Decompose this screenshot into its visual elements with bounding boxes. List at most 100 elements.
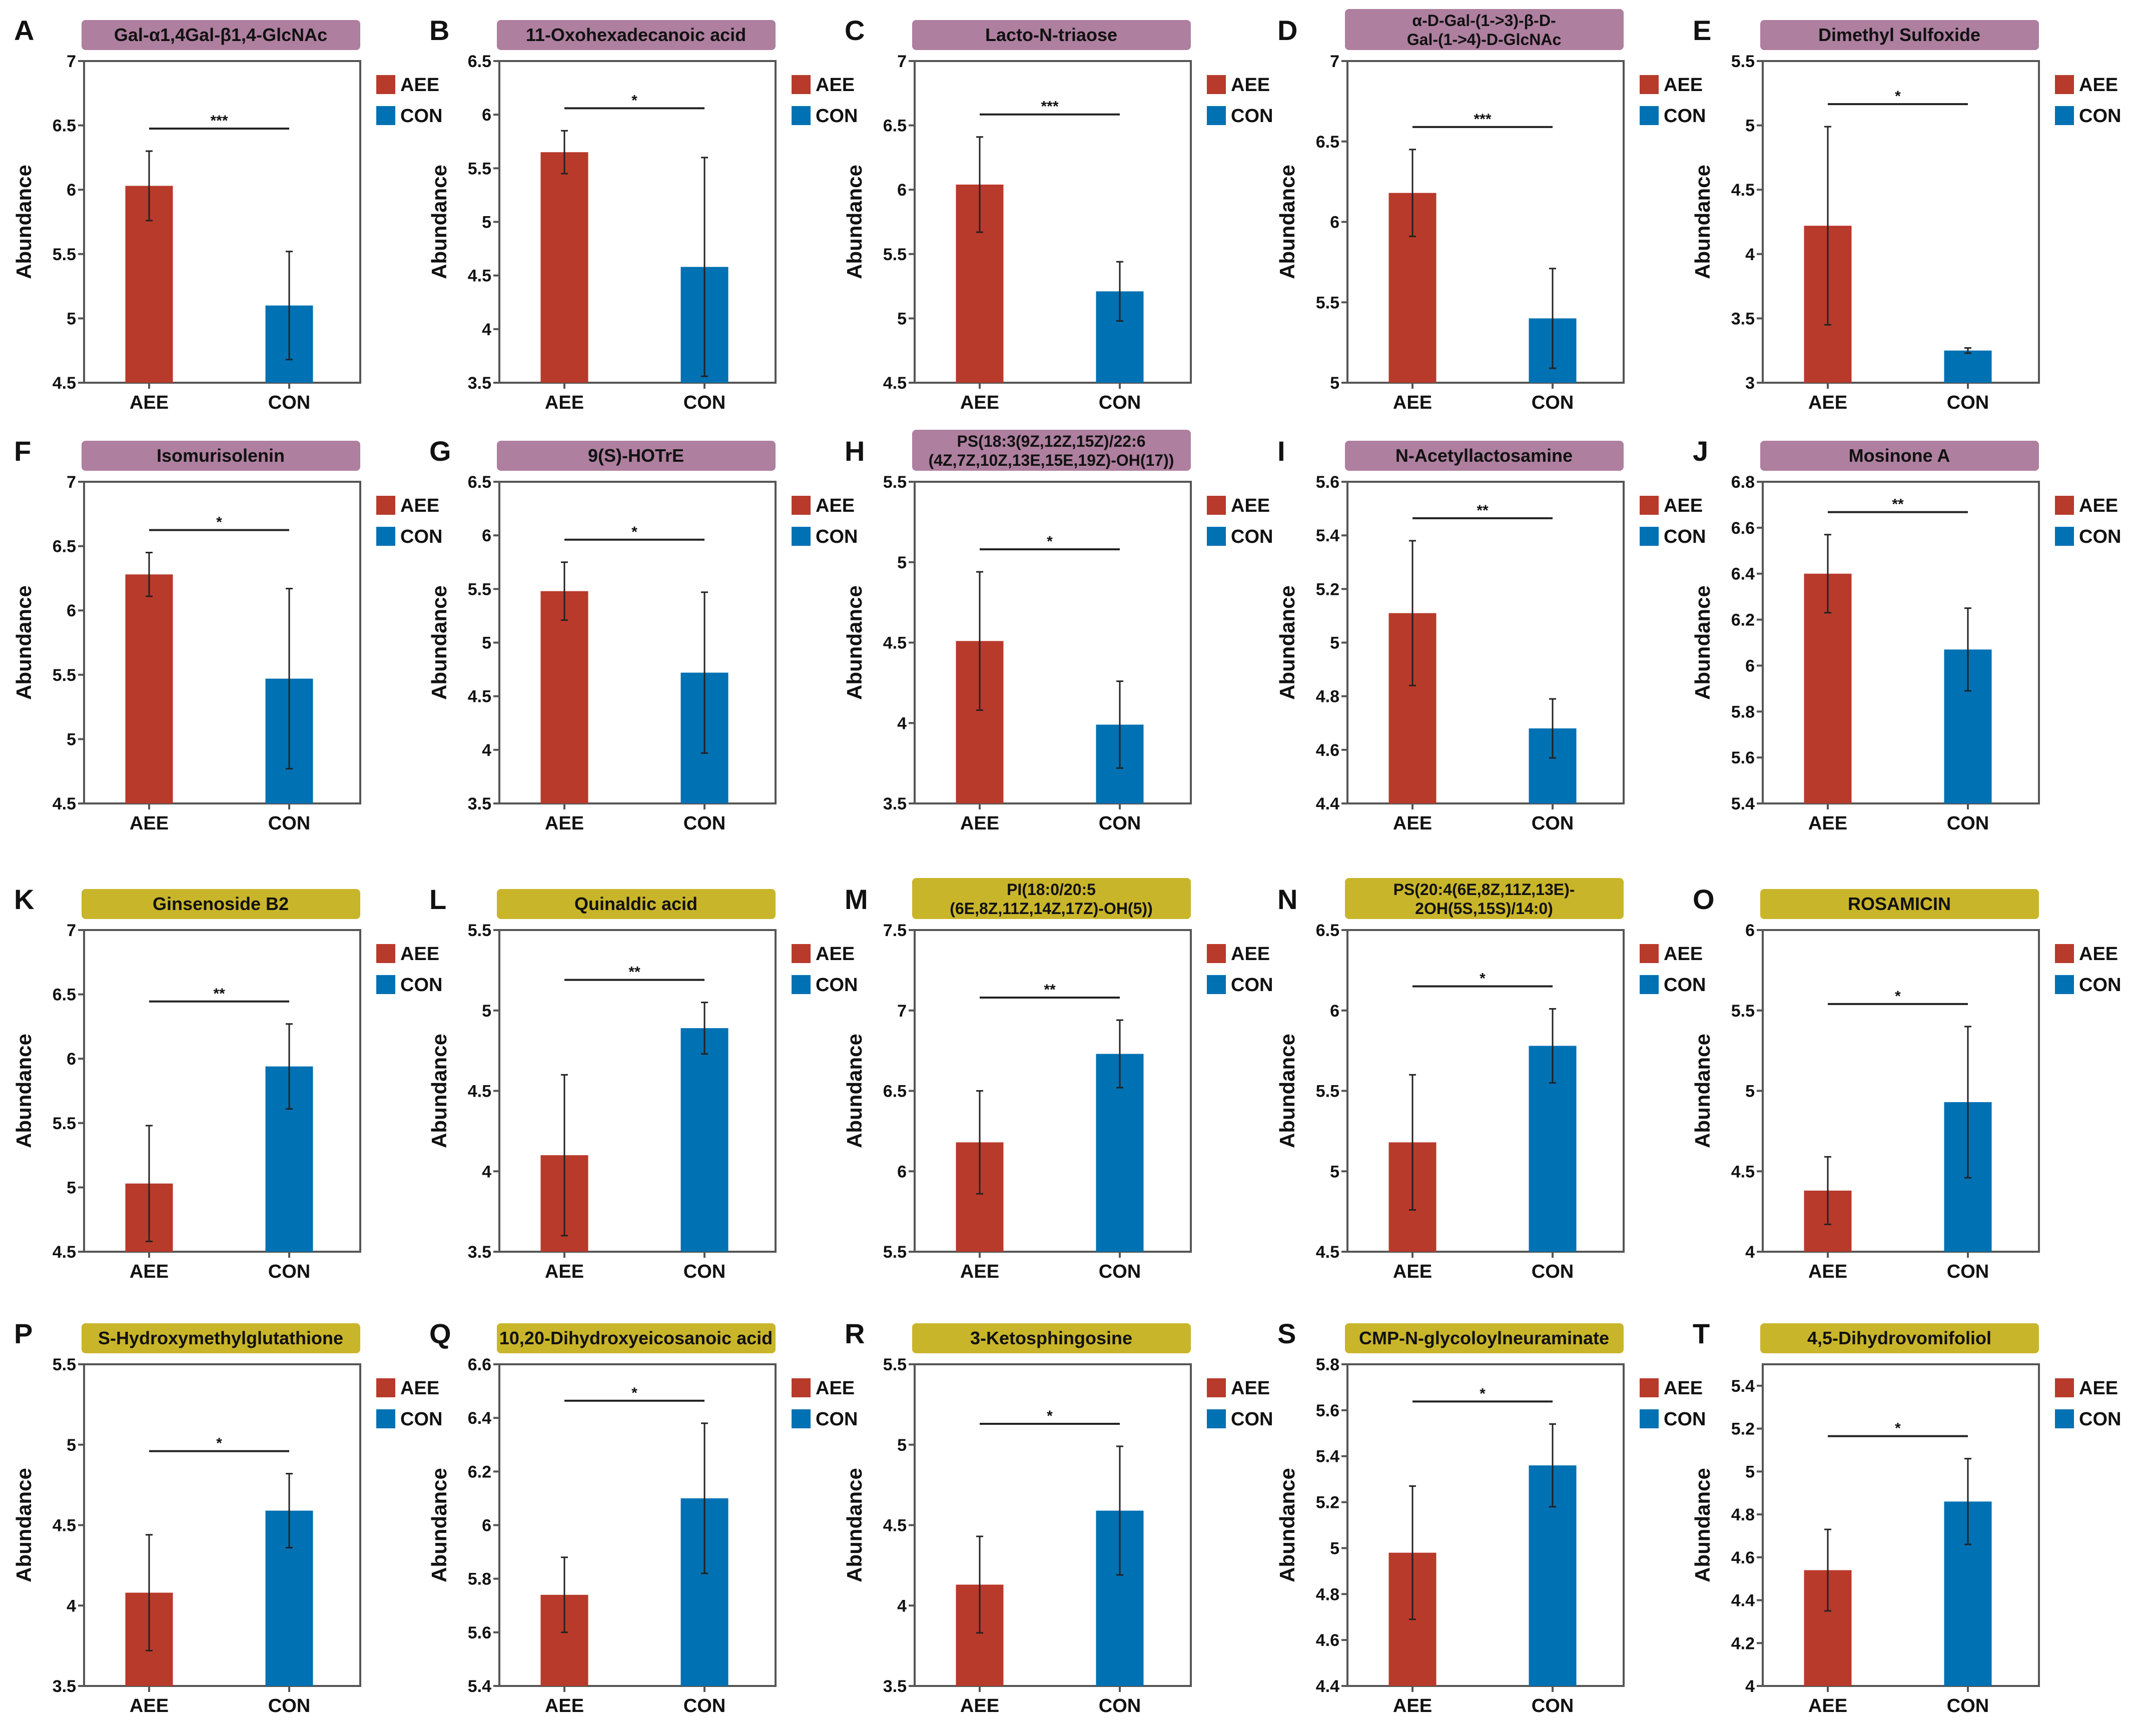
bar-chart: P S-Hydroxymethylglutathione 3.5 4 4.5 5 5.5 Ab…: [12, 1318, 442, 1716]
legend-label-con: CON: [400, 1409, 442, 1430]
chart-title: CMP-N-glycoloylneuraminate: [1359, 1328, 1609, 1348]
x-tick-label: AEE: [130, 1695, 169, 1716]
y-tick-label: 4.4: [1731, 1591, 1755, 1610]
y-tick-label: 4.5: [883, 1516, 907, 1535]
x-tick-label: CON: [1099, 1695, 1141, 1716]
panel-n: N PS(20:4(6E,8Z,11Z,13E)- 2OH(5S,15S)/14:0…: [1263, 869, 1706, 1299]
chart-title: ROSAMICIN: [1848, 894, 1951, 914]
legend-label-con: CON: [2079, 526, 2121, 547]
title-box: [1345, 1323, 1624, 1353]
y-tick-label: 4.8: [1316, 687, 1339, 706]
title-box: [497, 441, 776, 471]
legend-swatch-con: [2055, 975, 2074, 994]
x-tick-label: CON: [1532, 392, 1574, 413]
x-tick-label: AEE: [960, 392, 999, 413]
y-tick-label: 4.5: [883, 634, 907, 653]
chart-title: Mosinone A: [1849, 445, 1950, 466]
y-tick-label: 6.4: [468, 1409, 491, 1428]
y-tick-label: 7.5: [883, 921, 907, 940]
chart-title: (4Z,7Z,10Z,13E,15E,19Z)-OH(17)): [929, 451, 1174, 469]
significance-stars: **: [1044, 982, 1056, 998]
y-tick-label: 6: [1745, 921, 1755, 940]
bar-chart: H PS(18:3(9Z,12Z,15Z)/22:6(4Z,7Z,10Z,13E,…: [843, 430, 1273, 834]
x-tick-label: AEE: [130, 392, 169, 413]
plot-frame: [1762, 1363, 2040, 1687]
bar-chart: I N-Acetyllactosamine 4.4 4.6 4.8 5 5.2 5.4 5.6 A…: [1275, 435, 1706, 834]
legend-swatch-con: [1640, 527, 1659, 546]
plot-frame: [1762, 481, 2040, 804]
y-tick-label: 4: [897, 714, 907, 733]
panel-r: R 3-Ketosphingosine 3.5 4 4.5 5 5.5 Abundance AE…: [831, 1303, 1273, 1733]
y-tick-label: 5: [67, 730, 76, 749]
legend-swatch-aee: [1640, 1378, 1659, 1397]
y-tick-label: 5.4: [1316, 526, 1339, 545]
y-tick-label: 5: [67, 309, 76, 328]
y-tick-label: 5: [1745, 117, 1755, 136]
panel-m: M PI(18:0/20:5 (6E,8Z,11Z,14Z,17Z)-OH(5)) 5…: [831, 869, 1273, 1299]
legend-label-aee: AEE: [1231, 75, 1270, 96]
legend-label-con: CON: [1231, 1409, 1273, 1430]
legend-swatch-con: [376, 1409, 395, 1428]
x-tick-label: AEE: [1393, 1261, 1432, 1282]
legend-label-con: CON: [816, 1409, 858, 1430]
significance-stars: *: [1047, 1408, 1053, 1424]
y-tick-label: 6: [897, 181, 907, 200]
y-tick-label: 6.6: [1731, 519, 1755, 538]
chart-title: Gal-α1,4Gal-β1,4-GlcNAc: [114, 25, 327, 45]
x-tick-label: AEE: [1808, 813, 1847, 834]
panel-letter: I: [1277, 435, 1285, 467]
bar-con: [680, 1028, 729, 1252]
panel-q: Q 10,20-Dihydroxyeicosanoic acid 5.4 5.6 5.8…: [415, 1303, 858, 1733]
y-tick-label: 4: [67, 1596, 76, 1615]
panel-a: A Gal-α1,4Gal-β1,4-GlcNAc 4.5 5 5.5 6 6.5 7 Abun…: [0, 0, 442, 430]
y-tick-label: 5.5: [1316, 293, 1339, 312]
y-tick-label: 4: [1745, 1677, 1755, 1696]
x-tick-label: CON: [683, 1695, 726, 1716]
y-tick-label: 4.4: [1316, 794, 1339, 813]
y-axis-label: Abundance: [12, 1034, 36, 1148]
y-tick-label: 4: [482, 1162, 491, 1181]
x-tick-label: AEE: [1393, 1695, 1432, 1716]
significance-stars: *: [1480, 1385, 1486, 1402]
y-tick-label: 6.5: [53, 117, 76, 136]
y-tick-label: 7: [897, 52, 907, 71]
title-box: [1345, 9, 1624, 50]
legend-swatch-aee: [1640, 944, 1659, 963]
legend-swatch-con: [1640, 975, 1659, 994]
legend-label-aee: AEE: [400, 75, 439, 96]
legend-label-aee: AEE: [816, 495, 855, 516]
y-axis-label: Abundance: [1691, 165, 1714, 279]
significance-stars: *: [216, 514, 222, 530]
y-tick-label: 7: [67, 52, 76, 71]
y-tick-label: 5: [1745, 1462, 1755, 1481]
y-tick-label: 5.4: [1731, 794, 1755, 813]
legend-swatch-con: [2055, 106, 2074, 125]
y-tick-label: 5.2: [1316, 580, 1339, 599]
y-tick-label: 6.6: [468, 1355, 491, 1374]
significance-stars: **: [213, 986, 225, 1002]
title-box: [912, 878, 1191, 919]
panel-letter: A: [14, 15, 34, 46]
plot-frame: [83, 481, 361, 804]
y-tick-label: 3.5: [468, 1243, 491, 1262]
y-tick-label: 5.4: [1731, 1377, 1755, 1396]
panel-b: B 11-Oxohexadecanoic acid 3.5 4 4.5 5 5.5 6 6.5 A…: [415, 0, 858, 430]
x-tick-label: AEE: [545, 1261, 584, 1282]
bar-chart: L Quinaldic acid 3.5 4 4.5 5 5.5 Abundance AEE CO…: [427, 884, 858, 1282]
y-tick-label: 6.5: [468, 473, 491, 492]
y-tick-label: 5.8: [468, 1570, 491, 1589]
chart-title: 2OH(5S,15S)/14:0): [1415, 900, 1553, 918]
legend-label-aee: AEE: [1664, 1378, 1703, 1399]
legend-label-aee: AEE: [2079, 944, 2118, 965]
y-tick-label: 5.5: [468, 921, 491, 940]
legend-swatch-aee: [2055, 1378, 2074, 1397]
bar-chart: C Lacto-N-triaose 4.5 5 5.5 6 6.5 7 Abundance AEE…: [843, 15, 1273, 413]
chart-title: 4,5-Dihydrovomifoliol: [1807, 1328, 1991, 1348]
panel-j: J Mosinone A 5.4 5.6 5.8 6 6.2 6.4 6.6 6.8 Abundan…: [1679, 421, 2121, 851]
y-tick-label: 6: [67, 181, 76, 200]
legend-label-aee: AEE: [1231, 1378, 1270, 1399]
significance-stars: **: [1892, 496, 1904, 513]
y-tick-label: 6.5: [53, 986, 76, 1005]
